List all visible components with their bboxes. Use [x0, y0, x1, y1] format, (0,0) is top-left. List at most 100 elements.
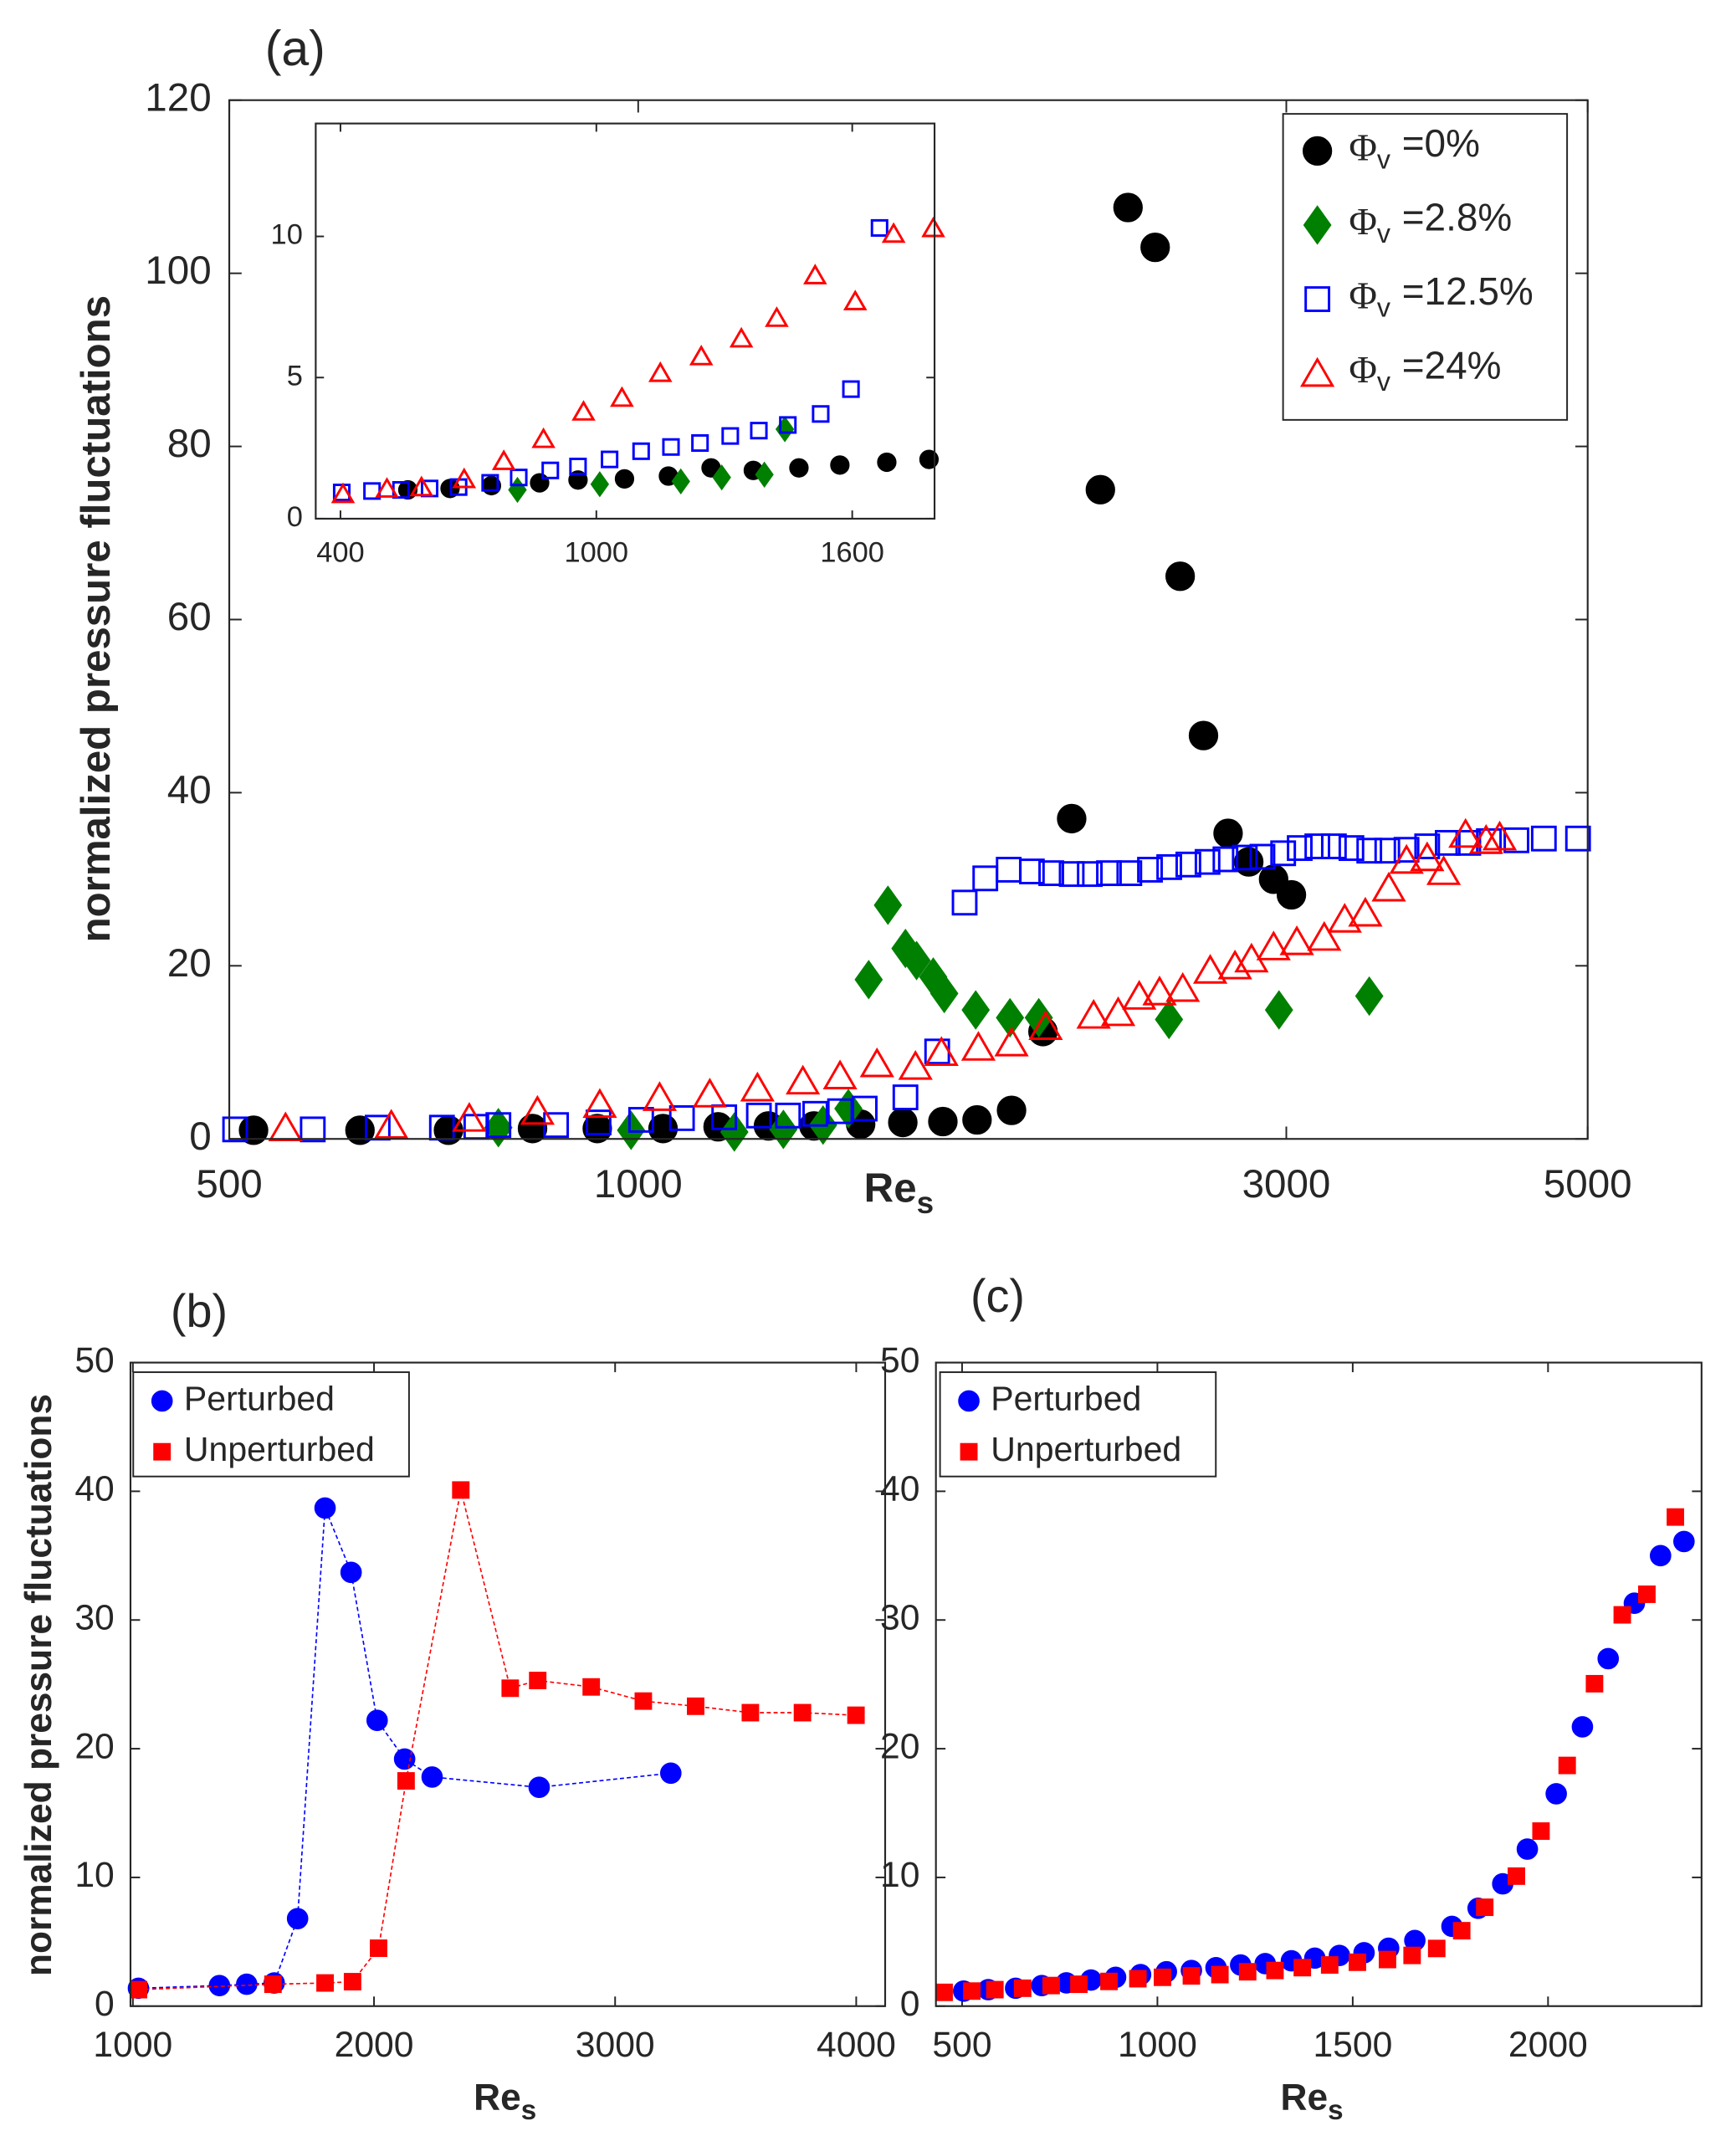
marker — [671, 468, 690, 495]
marker — [1096, 860, 1122, 887]
marker — [929, 973, 959, 1014]
marker — [541, 461, 560, 479]
y-tick-label: 120 — [145, 75, 211, 120]
marker — [1320, 833, 1347, 859]
marker — [586, 1109, 612, 1136]
marker — [330, 482, 356, 504]
legend-label: Perturbed — [991, 1379, 1141, 1417]
marker — [775, 1102, 801, 1129]
marker — [529, 1672, 547, 1689]
y-tick-label: 20 — [880, 1726, 919, 1766]
marker — [1038, 860, 1064, 887]
marker — [1137, 857, 1163, 883]
marker — [1564, 825, 1591, 852]
legend-symbol-sub: v — [1377, 145, 1390, 175]
y-tick-label: 0 — [189, 1114, 211, 1159]
marker — [1503, 827, 1529, 853]
marker — [765, 306, 789, 327]
marker — [1304, 833, 1331, 859]
marker — [1211, 1965, 1229, 1984]
marker — [1256, 930, 1291, 960]
marker — [721, 427, 740, 445]
marker — [1348, 896, 1383, 927]
marker — [1188, 720, 1219, 750]
x-tick-label: 500 — [932, 2025, 991, 2065]
marker — [812, 405, 830, 423]
marker — [822, 1059, 858, 1089]
legend-symbol: Φ — [1349, 126, 1377, 168]
marker — [1427, 1939, 1446, 1958]
x-tick-label: 2000 — [335, 2025, 414, 2065]
marker — [928, 1106, 958, 1137]
marker — [961, 990, 991, 1030]
marker — [921, 216, 945, 238]
y-tick-label: 20 — [167, 941, 212, 986]
marker — [632, 442, 650, 460]
marker — [827, 1098, 853, 1124]
marker — [1154, 1968, 1171, 1986]
marker — [719, 1112, 749, 1152]
panel-title: (b) — [171, 1285, 228, 1337]
y-tick-label: 0 — [95, 1984, 115, 2024]
marker — [741, 1703, 760, 1722]
marker — [1155, 999, 1184, 1040]
marker — [1516, 1838, 1539, 1860]
legend-label: Perturbed — [184, 1379, 335, 1417]
marker — [870, 218, 888, 237]
x-tick-label: 1600 — [820, 537, 884, 569]
marker — [1448, 817, 1483, 848]
marker — [1192, 954, 1228, 984]
marker — [996, 997, 1025, 1038]
marker — [1233, 847, 1264, 877]
marker — [264, 1975, 282, 1994]
y-axis-label: normalized pressure fluctuations — [18, 1394, 59, 1976]
marker — [1414, 833, 1441, 859]
legend-marker — [1302, 136, 1333, 166]
marker — [1532, 1822, 1550, 1840]
legend-marker — [960, 1442, 978, 1461]
y-tick-label: 50 — [74, 1340, 114, 1381]
y-tick-label: 40 — [74, 1469, 114, 1509]
x-axis-label-main: Re — [474, 2077, 521, 2118]
marker — [1349, 1953, 1366, 1971]
marker — [1013, 1979, 1032, 1997]
panel-title: (a) — [265, 21, 325, 76]
marker — [1232, 844, 1258, 871]
legend-box — [132, 1371, 410, 1478]
series-group — [330, 216, 945, 504]
marker — [1338, 835, 1365, 862]
marker — [1266, 1961, 1284, 1980]
marker — [854, 960, 883, 1000]
marker — [1249, 843, 1276, 870]
x-tick-label: 5000 — [1544, 1162, 1632, 1206]
marker — [1287, 835, 1313, 862]
panel: 1000 2000 3000 4000 0 10 20 30 40 50 (b) Res normali… — [18, 1285, 896, 2126]
y-tick-label: 20 — [74, 1726, 114, 1766]
marker — [208, 1975, 231, 1996]
marker — [1070, 1975, 1088, 1994]
marker — [286, 1908, 309, 1929]
marker — [902, 940, 931, 981]
marker — [1455, 829, 1482, 856]
legend: Perturbed Unperturbed — [939, 1371, 1217, 1478]
marker — [617, 1110, 646, 1150]
marker — [935, 1983, 953, 2001]
marker — [648, 361, 673, 382]
marker — [510, 469, 528, 487]
marker — [1194, 848, 1221, 875]
plot-area — [315, 123, 935, 519]
marker — [1482, 820, 1518, 851]
marker — [582, 1114, 612, 1144]
x-tick-label: 3000 — [1242, 1162, 1331, 1206]
marker — [779, 416, 797, 434]
legend-name: Unperturbed — [991, 1430, 1181, 1468]
legend-label: Φv =0% — [1349, 121, 1480, 175]
marker — [1585, 1674, 1604, 1693]
x-tick-label: 1000 — [1118, 2025, 1197, 2065]
legend-marker — [153, 1442, 172, 1461]
legend-marker — [1304, 286, 1331, 312]
marker — [452, 1102, 487, 1132]
legend-name: =2.8% — [1402, 196, 1512, 239]
marker — [1122, 980, 1157, 1010]
marker — [687, 1697, 704, 1715]
